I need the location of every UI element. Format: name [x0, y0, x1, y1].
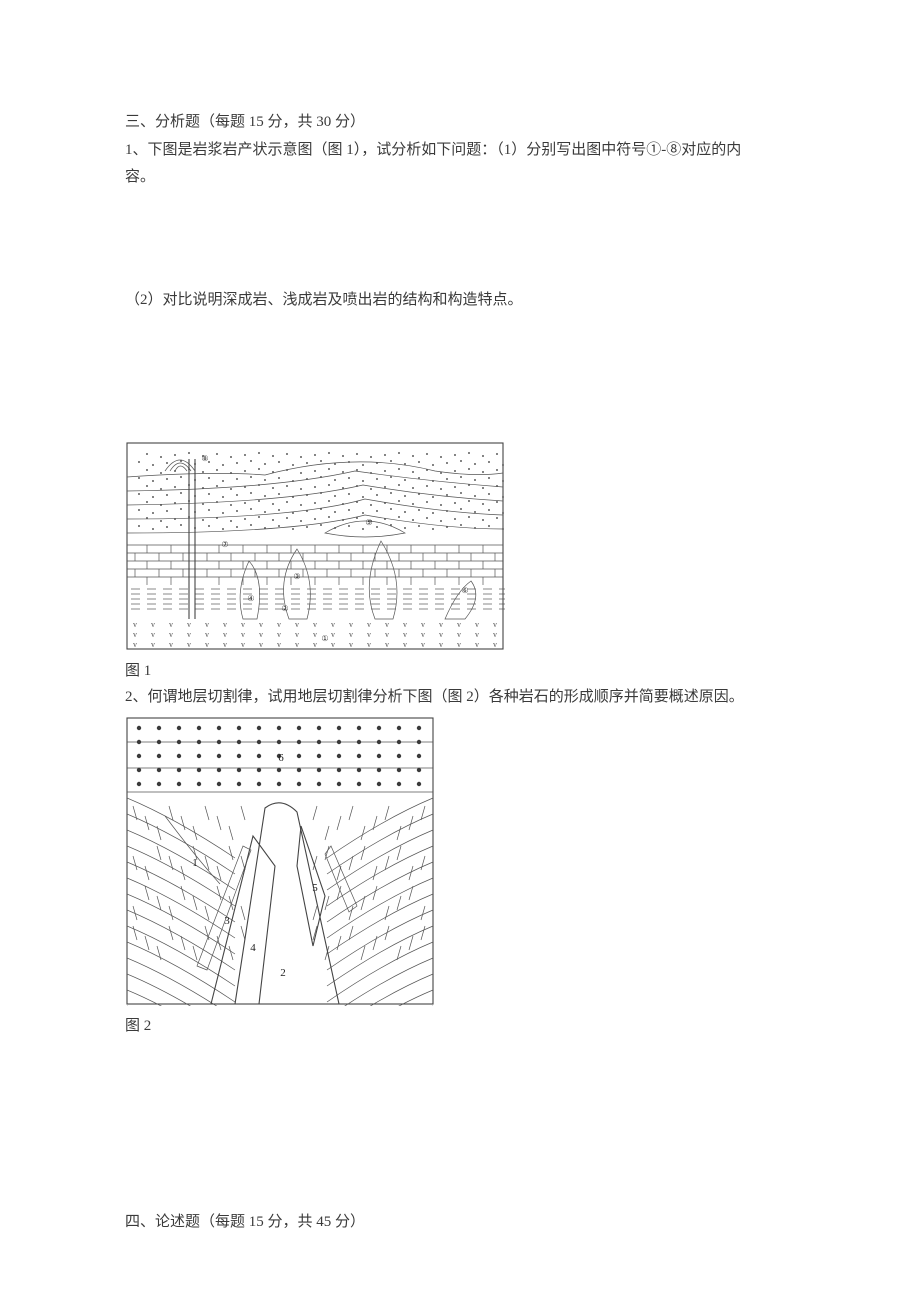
svg-text:v: v: [421, 620, 425, 629]
svg-text:v: v: [439, 630, 443, 639]
svg-text:v: v: [403, 620, 407, 629]
svg-text:v: v: [223, 640, 227, 649]
svg-text:v: v: [367, 640, 371, 649]
svg-text:v: v: [241, 630, 245, 639]
svg-text:v: v: [349, 630, 353, 639]
svg-text:v: v: [493, 630, 497, 639]
svg-text:v: v: [457, 620, 461, 629]
svg-text:⑧: ⑧: [201, 454, 208, 463]
svg-text:v: v: [457, 640, 461, 649]
figure-2-svg: 1 2 3 4 5 6: [125, 716, 435, 1006]
spacer: [125, 193, 795, 288]
section-3-heading: 三、分析题（每题 15 分，共 30 分）: [125, 110, 795, 136]
svg-text:v: v: [367, 630, 371, 639]
svg-text:v: v: [277, 630, 281, 639]
svg-text:v: v: [331, 630, 335, 639]
figure-2-label: 图 2: [125, 1014, 795, 1040]
svg-text:v: v: [421, 630, 425, 639]
svg-text:v: v: [331, 640, 335, 649]
svg-text:v: v: [169, 620, 173, 629]
svg-text:①: ①: [321, 634, 328, 643]
svg-text:v: v: [277, 620, 281, 629]
svg-text:v: v: [385, 630, 389, 639]
svg-text:v: v: [169, 630, 173, 639]
svg-text:v: v: [331, 620, 335, 629]
svg-text:v: v: [421, 640, 425, 649]
svg-text:v: v: [475, 630, 479, 639]
svg-text:v: v: [313, 620, 317, 629]
svg-text:2: 2: [280, 967, 286, 979]
figure-2: 1 2 3 4 5 6: [125, 716, 795, 1006]
svg-text:v: v: [493, 620, 497, 629]
svg-text:v: v: [187, 640, 191, 649]
svg-text:v: v: [133, 640, 137, 649]
q2: 2、何谓地层切割律，试用地层切割律分析下图（图 2）各种岩石的形成顺序并简要概述…: [125, 685, 795, 711]
svg-text:v: v: [439, 620, 443, 629]
svg-text:v: v: [259, 620, 263, 629]
figure-1-svg: vvvvvvvvvvvvvvvvvvvvvvvvvvvvvvvvvvvvvvvv…: [125, 441, 505, 651]
q1-line1: 1、下图是岩浆岩产状示意图（图 1），试分析如下问题：（1）分别写出图中符号①-…: [125, 138, 795, 164]
svg-text:②: ②: [281, 604, 288, 613]
svg-text:v: v: [403, 640, 407, 649]
svg-text:v: v: [295, 620, 299, 629]
svg-text:v: v: [205, 630, 209, 639]
svg-text:v: v: [241, 640, 245, 649]
svg-text:v: v: [349, 620, 353, 629]
svg-text:v: v: [367, 620, 371, 629]
section-4-heading: 四、论述题（每题 15 分，共 45 分）: [125, 1210, 795, 1236]
svg-text:⑥: ⑥: [461, 586, 468, 595]
svg-text:v: v: [259, 630, 263, 639]
svg-text:⑤: ⑤: [365, 518, 372, 527]
svg-text:④: ④: [247, 594, 254, 603]
spacer: [125, 315, 795, 435]
svg-text:v: v: [259, 640, 263, 649]
svg-text:v: v: [241, 620, 245, 629]
svg-text:v: v: [385, 640, 389, 649]
svg-text:v: v: [475, 620, 479, 629]
svg-text:v: v: [151, 630, 155, 639]
svg-text:③: ③: [293, 572, 300, 581]
svg-text:v: v: [295, 630, 299, 639]
svg-text:v: v: [133, 630, 137, 639]
svg-text:v: v: [313, 640, 317, 649]
svg-text:v: v: [313, 630, 317, 639]
svg-text:v: v: [187, 630, 191, 639]
svg-text:v: v: [295, 640, 299, 649]
svg-text:v: v: [493, 640, 497, 649]
svg-text:v: v: [349, 640, 353, 649]
svg-text:3: 3: [224, 915, 230, 927]
svg-text:4: 4: [250, 942, 256, 954]
q1-part2: （2）对比说明深成岩、浅成岩及喷出岩的结构和构造特点。: [125, 288, 795, 314]
svg-text:v: v: [277, 640, 281, 649]
svg-text:v: v: [205, 620, 209, 629]
svg-text:v: v: [151, 640, 155, 649]
svg-text:5: 5: [312, 882, 318, 894]
spacer: [125, 1160, 795, 1210]
svg-text:v: v: [403, 630, 407, 639]
svg-text:v: v: [187, 620, 191, 629]
svg-text:v: v: [475, 640, 479, 649]
svg-text:v: v: [457, 630, 461, 639]
figure-1: vvvvvvvvvvvvvvvvvvvvvvvvvvvvvvvvvvvvvvvv…: [125, 441, 795, 651]
svg-text:1: 1: [192, 857, 198, 869]
svg-text:v: v: [223, 630, 227, 639]
svg-text:v: v: [169, 640, 173, 649]
svg-text:6: 6: [278, 752, 284, 764]
svg-text:v: v: [223, 620, 227, 629]
svg-text:⑦: ⑦: [221, 540, 228, 549]
figure-1-label: 图 1: [125, 659, 795, 685]
q1-line2: 容。: [125, 165, 795, 191]
svg-text:v: v: [133, 620, 137, 629]
svg-text:v: v: [385, 620, 389, 629]
svg-text:v: v: [151, 620, 155, 629]
spacer: [125, 1040, 795, 1160]
svg-text:v: v: [205, 640, 209, 649]
svg-text:v: v: [439, 640, 443, 649]
